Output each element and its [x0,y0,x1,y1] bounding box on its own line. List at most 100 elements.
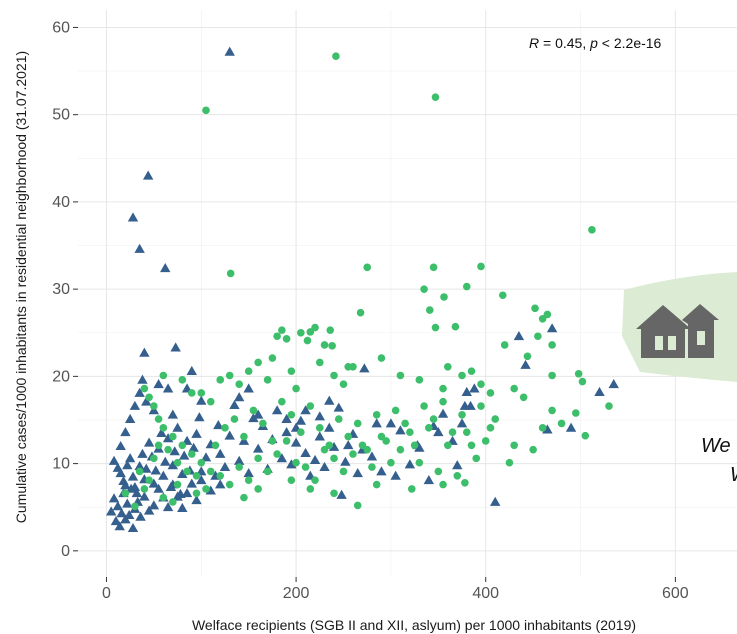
triangle-point [139,491,150,501]
triangle-point [385,418,397,428]
circle-point [440,293,448,301]
circle-point [356,308,365,317]
circle-point [192,489,201,498]
circle-point [538,424,547,432]
circle-point [306,402,315,410]
triangle-point [542,424,553,434]
circle-point [278,397,286,406]
circle-point [477,402,485,410]
triangle-point [233,392,245,402]
circle-point [164,445,172,454]
triangle-point [162,502,174,512]
triangle-point [124,509,135,519]
circle-point [311,476,319,484]
circle-point [406,428,414,436]
circle-point [273,332,281,341]
circle-point [451,322,460,331]
x-tick-label: 0 [102,585,111,602]
circle-point [235,380,243,389]
triangle-point [191,428,202,438]
circle-point [197,389,206,397]
circle-point [244,367,253,375]
triangle-point [143,437,155,447]
triangle-point [116,508,127,518]
circle-point [429,415,438,423]
y-tick-label: 10 [52,456,70,473]
circle-point [353,501,362,510]
triangle-point [309,454,321,465]
circle-point [462,282,471,291]
circle-point [315,424,324,432]
triangle-point [115,440,126,451]
triangle-point [141,396,152,406]
circle-point [254,485,262,493]
triangle-point [281,413,292,424]
circle-point [178,376,187,384]
triangle-point [300,405,311,415]
triangle-point [324,422,335,432]
circle-point [410,441,419,450]
triangle-point [352,467,363,478]
circle-point [330,489,338,498]
circle-point [407,485,416,493]
circle-point [491,415,500,423]
triangle-point [205,485,216,495]
house-icon [636,304,719,358]
circle-point [159,493,168,502]
circle-point [325,441,334,450]
circle-point [206,397,215,406]
circle-point [311,323,319,332]
triangle-point [167,409,179,419]
circle-point [431,323,440,332]
x-tick-label: 200 [283,585,310,602]
circle-point [197,458,206,467]
circle-point [254,358,262,367]
circle-point [401,419,409,428]
triangle-point [188,442,199,452]
triangle-point [162,433,174,443]
circle-point [121,489,130,498]
triangle-point [404,459,416,469]
triangle-point [177,468,188,478]
circle-point [372,410,381,419]
triangle-point [324,395,335,405]
circle-point [425,424,433,432]
circle-point [263,467,272,476]
circle-point [572,409,580,417]
circle-point [173,458,182,467]
triangle-point [213,420,224,430]
triangle-point [286,459,297,469]
triangle-point [333,402,344,412]
circle-point [548,341,556,349]
circle-point [332,52,340,61]
side-text-line1: We [701,435,731,457]
circle-point [578,377,587,386]
triangle-point [160,456,171,466]
circle-point [240,432,248,441]
circle-point [439,384,447,393]
circle-point [240,493,248,502]
circle-point [159,424,168,432]
circle-point [244,476,253,484]
triangle-point [112,501,124,511]
circle-point [349,450,357,458]
triangle-point [143,505,155,515]
triangle-point [608,379,619,389]
triangle-point [290,437,302,447]
circle-point [453,472,462,480]
triangle-point [181,488,193,498]
triangle-point [191,495,202,505]
circle-point [306,485,315,493]
circle-point [581,431,590,440]
circle-point [344,432,353,441]
circle-point [439,480,447,489]
triangle-point [314,411,325,421]
triangle-point [134,243,145,253]
triangle-point [150,465,161,475]
triangle-point [108,455,120,465]
circle-point [605,402,613,410]
triangle-point [295,415,307,425]
triangle-point [172,491,183,501]
circle-point [330,454,338,463]
circle-point [187,450,196,458]
